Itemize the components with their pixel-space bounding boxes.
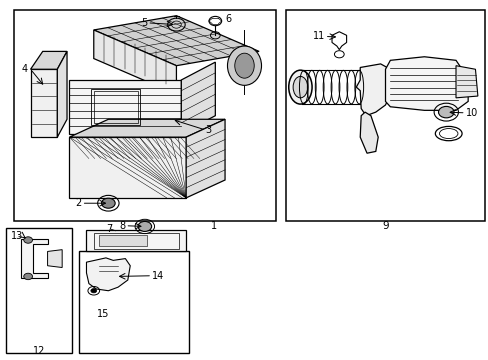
Polygon shape bbox=[186, 119, 224, 198]
Polygon shape bbox=[69, 119, 224, 137]
Polygon shape bbox=[57, 51, 67, 137]
Polygon shape bbox=[86, 230, 186, 251]
Text: 4: 4 bbox=[22, 64, 28, 74]
Polygon shape bbox=[385, 57, 467, 111]
Ellipse shape bbox=[292, 76, 307, 98]
Text: 13: 13 bbox=[11, 231, 23, 242]
Polygon shape bbox=[69, 80, 181, 134]
Polygon shape bbox=[94, 16, 259, 66]
Text: 3: 3 bbox=[205, 125, 211, 135]
Circle shape bbox=[24, 237, 32, 243]
Bar bbox=[6, 228, 72, 353]
Polygon shape bbox=[360, 112, 377, 153]
Circle shape bbox=[24, 273, 32, 280]
Polygon shape bbox=[69, 137, 186, 198]
Text: 6: 6 bbox=[224, 14, 231, 23]
Bar bbox=[285, 10, 484, 221]
Polygon shape bbox=[181, 62, 215, 134]
Polygon shape bbox=[21, 239, 47, 278]
Circle shape bbox=[91, 289, 97, 293]
Polygon shape bbox=[99, 235, 147, 246]
Polygon shape bbox=[30, 69, 57, 137]
Polygon shape bbox=[455, 66, 477, 98]
Polygon shape bbox=[356, 64, 394, 116]
Text: 11: 11 bbox=[312, 31, 324, 41]
Ellipse shape bbox=[288, 70, 311, 104]
Text: 1: 1 bbox=[210, 221, 216, 231]
Text: 15: 15 bbox=[97, 309, 109, 319]
Bar bbox=[14, 10, 276, 221]
Circle shape bbox=[138, 221, 151, 231]
Polygon shape bbox=[47, 249, 62, 267]
Text: 8: 8 bbox=[119, 221, 125, 231]
Text: 14: 14 bbox=[152, 271, 164, 281]
Text: 5: 5 bbox=[141, 18, 147, 28]
Ellipse shape bbox=[227, 46, 261, 85]
Text: 9: 9 bbox=[382, 221, 388, 231]
Text: 12: 12 bbox=[33, 346, 45, 356]
Polygon shape bbox=[94, 30, 176, 94]
Polygon shape bbox=[30, 51, 67, 69]
Polygon shape bbox=[86, 258, 130, 291]
Bar bbox=[79, 251, 188, 353]
Ellipse shape bbox=[234, 53, 254, 78]
Text: 10: 10 bbox=[465, 108, 477, 118]
Circle shape bbox=[438, 107, 453, 118]
Circle shape bbox=[102, 198, 115, 208]
Text: 2: 2 bbox=[75, 198, 81, 208]
Text: 7: 7 bbox=[106, 224, 112, 234]
